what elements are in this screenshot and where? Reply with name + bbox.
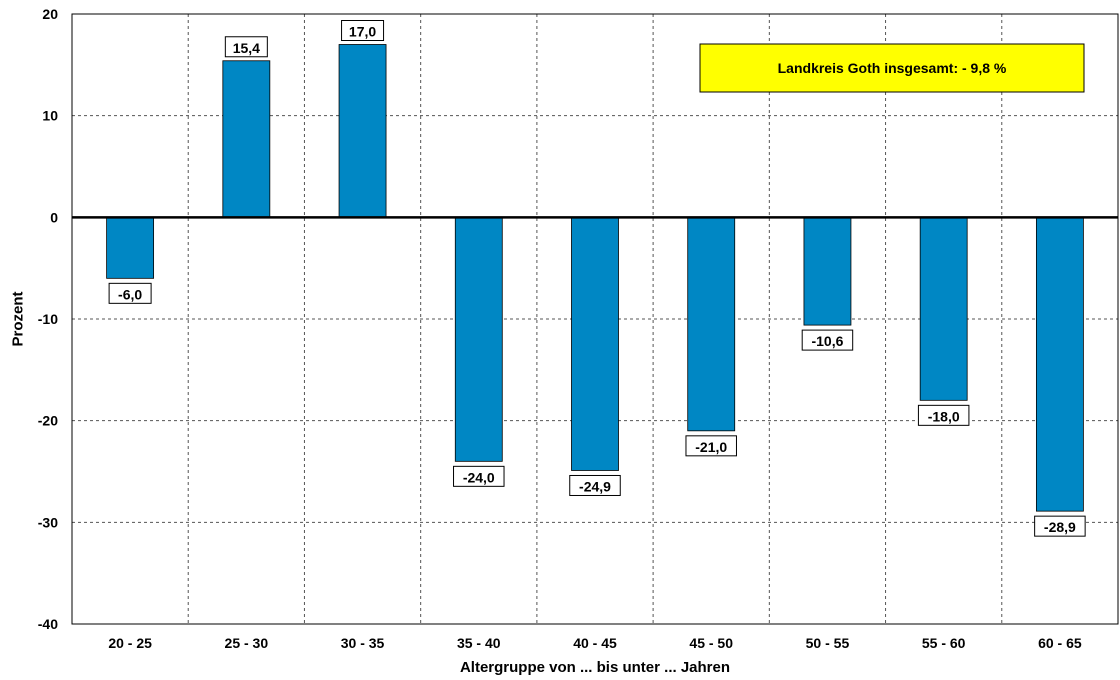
y-tick-label: 20: [42, 6, 58, 22]
x-tick-label: 55 - 60: [922, 635, 966, 651]
plot-frame: [71, 13, 1119, 625]
data-label-text: -18,0: [928, 408, 960, 424]
data-labels: -6,0 15,4 17,0 -24,0 -24,9 -21,0 -10,6 -18,0 -28…: [108, 20, 1086, 537]
bar-30-35: [338, 44, 387, 218]
x-tick-label: 20 - 25: [108, 635, 152, 651]
data-label: -18,0: [917, 404, 970, 426]
data-label-box: [569, 474, 621, 496]
data-label-box: [1034, 515, 1086, 537]
y-tick-label: 0: [50, 209, 58, 225]
bar-55-60: [919, 216, 968, 401]
annotation-text: Landkreis Goth insgesamt: - 9,8 %: [778, 60, 1007, 76]
data-label-text: -24,9: [579, 478, 611, 494]
annotation-background: [699, 43, 1085, 93]
bar-20-25: [106, 216, 155, 279]
bar-60-65: [1035, 216, 1084, 512]
x-tick-label: 25 - 30: [225, 635, 269, 651]
data-label-text: -6,0: [118, 286, 142, 302]
data-label: -6,0: [108, 282, 152, 304]
x-tick-labels: 20 - 25 25 - 30 30 - 35 35 - 40 40 - 45 45 - …: [108, 635, 1082, 651]
y-tick-label: -40: [38, 616, 58, 632]
bar-40-45: [571, 216, 619, 471]
data-label-box: [917, 404, 970, 426]
bar-45-50: [687, 216, 736, 432]
y-axis-title: Prozent: [10, 291, 27, 346]
data-label-box: [453, 465, 505, 487]
y-tick-labels: 20 10 0 -10 -20 -30 -40: [38, 6, 58, 632]
data-label-text: 17,0: [349, 24, 376, 40]
y-tick-label: 10: [42, 108, 58, 124]
bar-35-40: [454, 216, 503, 462]
x-tick-label: 45 - 50: [689, 635, 733, 651]
data-label-box: [224, 36, 268, 58]
x-tick-label: 40 - 45: [573, 635, 617, 651]
data-label: 15,4: [224, 36, 268, 58]
data-label: -10,6: [801, 329, 854, 351]
x-axis-title: Altergruppe von ... bis unter ... Jahren: [460, 659, 730, 676]
data-label-text: -21,0: [695, 439, 727, 455]
data-label: -24,0: [453, 465, 505, 487]
y-tick-label: -10: [38, 311, 58, 327]
bars: [106, 44, 1084, 512]
data-label-text: 15,4: [233, 40, 260, 56]
data-label-text: -28,9: [1044, 519, 1076, 535]
data-label-text: -10,6: [811, 333, 843, 349]
data-label-text: -24,0: [463, 469, 495, 485]
x-tick-label: 50 - 55: [806, 635, 850, 651]
x-tick-label: 30 - 35: [341, 635, 385, 651]
bar-25-30: [222, 60, 271, 218]
data-label-box: [801, 329, 854, 351]
data-label: -24,9: [569, 474, 621, 496]
annotation-box: Landkreis Goth insgesamt: - 9,8 %: [699, 43, 1085, 93]
data-label: 17,0: [341, 20, 385, 41]
data-label-box: [341, 20, 385, 41]
x-tick-label: 35 - 40: [457, 635, 501, 651]
data-label: -28,9: [1034, 515, 1086, 537]
data-label-box: [108, 282, 152, 304]
data-label-box: [685, 435, 737, 457]
y-tick-label: -30: [38, 514, 58, 530]
data-label: -21,0: [685, 435, 737, 457]
y-tick-label: -20: [38, 413, 58, 429]
x-tick-label: 60 - 65: [1038, 635, 1082, 651]
bar-50-55: [803, 216, 852, 326]
